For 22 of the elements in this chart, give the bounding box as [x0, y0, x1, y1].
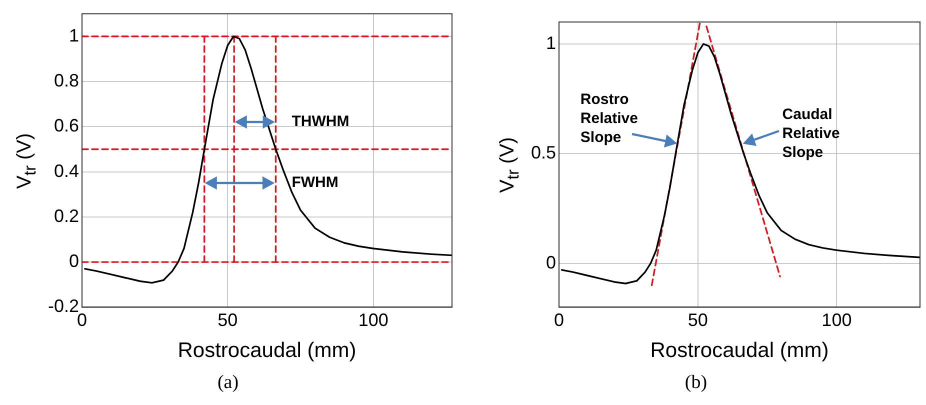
x-tick-label: 50	[218, 310, 238, 330]
x-tick-label: 100	[358, 310, 388, 330]
annotation: THWHM	[292, 112, 350, 132]
x-axis-title: Rostrocaudal (mm)	[178, 339, 356, 362]
x-tick-label: 50	[688, 310, 708, 330]
y-tick-label: 1	[546, 32, 556, 53]
text: (b)	[684, 372, 708, 394]
y-tick-label: 0.4	[54, 160, 80, 181]
y-tick-label: 0.2	[54, 206, 80, 226]
y-tick-label: 0	[69, 251, 80, 272]
annotation: Caudal Relative Slope	[782, 104, 840, 162]
y-tick-label: 0.6	[54, 116, 80, 136]
x-tick-label: 100	[822, 310, 852, 330]
annotation: Rostro Relative Slope	[580, 90, 638, 147]
y-tick-label: 1	[69, 25, 80, 46]
y-tick-label: -0.2	[48, 296, 80, 316]
y-tick-label: 0.8	[54, 70, 80, 90]
x-axis-title: Rostrocaudal (mm)	[650, 339, 829, 362]
y-tick-label: 0.5	[530, 142, 556, 163]
annotation: FWHM	[292, 173, 338, 192]
text: (a)	[216, 372, 240, 394]
y-tick-label: 0	[546, 252, 556, 272]
